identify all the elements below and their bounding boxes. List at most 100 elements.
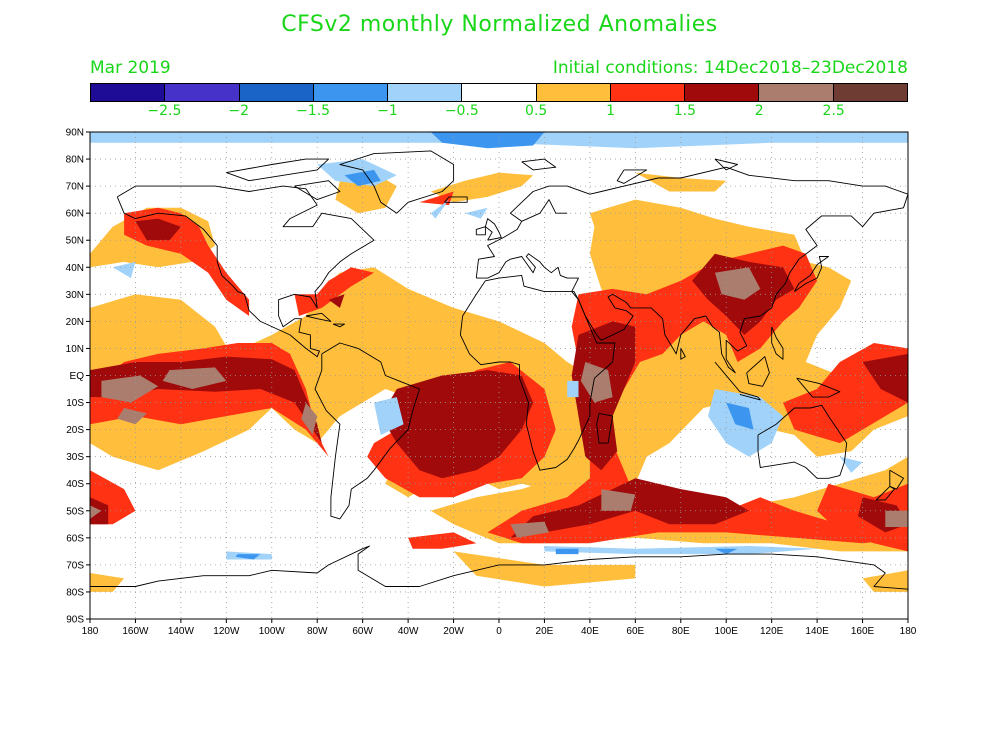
coastline xyxy=(444,196,468,203)
lat-tick-label: 90N xyxy=(66,128,84,139)
lon-tick-label: 180 xyxy=(82,626,99,637)
coastline xyxy=(521,199,568,222)
coastline xyxy=(757,404,848,479)
lon-tick-label: 160W xyxy=(122,626,149,637)
anomaly-contour xyxy=(839,456,863,473)
anomaly-contour xyxy=(328,294,345,308)
lon-tick-label: 140E xyxy=(805,626,829,637)
lat-tick-label: 20N xyxy=(66,317,84,328)
colorbar-swatch xyxy=(313,84,389,101)
anomaly-contour xyxy=(408,532,477,549)
coastline xyxy=(794,256,829,292)
colorbar-swatch xyxy=(165,84,240,101)
anomaly-contour xyxy=(580,362,613,403)
anomaly-contour xyxy=(162,367,227,389)
anomaly-contour xyxy=(714,267,761,300)
lat-tick-label: 90S xyxy=(66,615,84,626)
initial-conditions: Initial conditions: 14Dec2018–23Dec2018 xyxy=(552,58,908,78)
colorbar-swatch xyxy=(388,84,463,101)
lon-tick-label: 140W xyxy=(168,626,195,637)
lat-tick-label: 40S xyxy=(66,479,84,490)
anomaly-contour xyxy=(544,546,818,555)
anomaly-contour xyxy=(374,397,404,435)
coastline xyxy=(746,356,770,387)
coastline xyxy=(226,158,330,182)
lon-tick-label: 20W xyxy=(443,626,464,637)
coastline xyxy=(714,158,739,171)
anomaly-contour xyxy=(510,521,549,538)
lon-tick-label: 100E xyxy=(715,626,739,637)
lat-tick-label: 40N xyxy=(66,263,84,274)
lon-tick-label: 80W xyxy=(307,626,328,637)
coastline xyxy=(739,391,761,401)
lat-tick-label: 80N xyxy=(66,155,84,166)
lon-tick-label: 180 xyxy=(900,626,917,637)
lat-tick-label: 10N xyxy=(66,344,84,355)
coastline xyxy=(116,185,375,358)
anomaly-contour xyxy=(117,408,147,425)
colorbar-label: 1 xyxy=(606,103,615,119)
colorbar-swatch xyxy=(462,84,537,101)
lat-tick-label: 60N xyxy=(66,209,84,220)
colorbar-swatch xyxy=(759,84,834,101)
coastlines xyxy=(90,150,908,590)
colorbar-swatch xyxy=(610,84,686,101)
anomaly-contour xyxy=(135,218,181,241)
anomaly-contour xyxy=(885,510,908,527)
colorbar-swatch xyxy=(685,84,760,101)
colorbar-label: −2.5 xyxy=(147,103,182,119)
coastline xyxy=(294,180,341,201)
anomaly-contour xyxy=(487,245,908,544)
anomaly-contour xyxy=(555,548,579,555)
latitude-axis: 90N 80N 70N 60N 50N 40N 30N 20N 10N EQ 10S 20S 30S 40… xyxy=(66,128,90,626)
colorbar-labels: −2.5 −2 −1.5 −1 −0.5 0.5 1 1.5 2 2.5 xyxy=(90,103,908,121)
colorbar-swatch xyxy=(536,84,611,101)
longitude-axis: 180 160W 140W 120W 100W 80W 60W 40W 20W 0 20E 40E 60… xyxy=(82,619,917,637)
lat-tick-label: 30N xyxy=(66,290,84,301)
anomaly-contour xyxy=(430,132,545,149)
lat-tick-label: 70S xyxy=(66,560,84,571)
colorbar-label: −2 xyxy=(228,103,250,119)
lat-tick-label: 60S xyxy=(66,533,84,544)
lat-tick-label: 80S xyxy=(66,587,84,598)
coastline xyxy=(314,342,420,520)
anomaly-contour xyxy=(301,402,318,435)
lon-tick-label: 120E xyxy=(760,626,784,637)
colorbar-label: −1 xyxy=(377,103,398,119)
anomaly-contour xyxy=(430,172,534,203)
colorbar-swatch xyxy=(833,84,907,101)
coastline xyxy=(875,486,895,501)
anomaly-contour xyxy=(112,261,136,279)
anomaly-contour xyxy=(101,375,159,403)
coastline xyxy=(475,166,908,374)
lon-tick-label: 40W xyxy=(398,626,419,637)
lon-tick-label: 120W xyxy=(213,626,240,637)
lon-tick-label: 80E xyxy=(672,626,690,637)
colorbar-label: 1.5 xyxy=(673,103,697,119)
lat-tick-label: 50N xyxy=(66,236,84,247)
lat-tick-label: 50S xyxy=(66,506,84,517)
coastline xyxy=(305,312,332,322)
anomaly-contour xyxy=(464,207,488,219)
anomaly-contour xyxy=(235,554,261,560)
coastline xyxy=(332,323,345,328)
coastline xyxy=(521,158,557,171)
lon-tick-label: 160E xyxy=(851,626,875,637)
forecast-month: Mar 2019 xyxy=(90,58,171,78)
coastline xyxy=(616,169,648,184)
colorbar-label: 0.5 xyxy=(525,103,548,119)
coastline xyxy=(459,274,616,471)
coastline xyxy=(484,218,502,241)
lon-tick-label: 40E xyxy=(581,626,599,637)
colorbar-swatch xyxy=(91,84,166,101)
lat-tick-label: 10S xyxy=(66,398,84,409)
anomaly-contour xyxy=(601,489,636,511)
lon-tick-label: 60E xyxy=(626,626,644,637)
coastline xyxy=(796,377,841,398)
colorbar-label: −0.5 xyxy=(444,103,479,119)
colorbar-label: 2 xyxy=(754,103,764,119)
lon-tick-label: 60W xyxy=(352,626,373,637)
anomaly-contour xyxy=(430,199,449,219)
lon-tick-label: 0 xyxy=(496,626,502,637)
